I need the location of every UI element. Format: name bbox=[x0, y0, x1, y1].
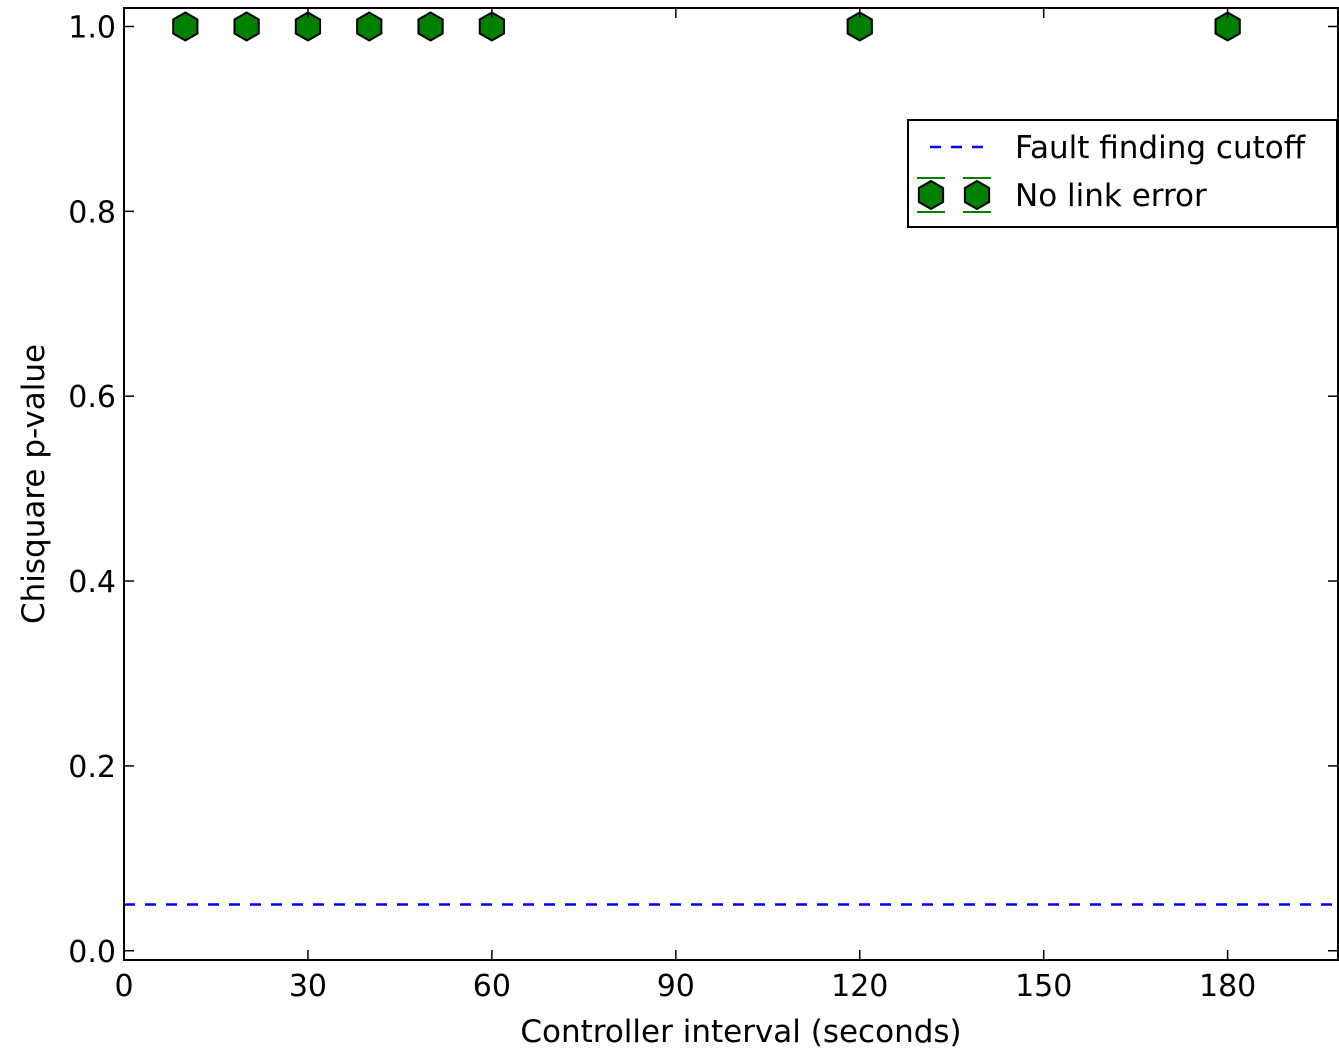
y-axis-label: Chisquare p-value bbox=[16, 344, 52, 624]
y-tick-label: 0.2 bbox=[68, 750, 116, 785]
data-point bbox=[294, 11, 322, 42]
legend-cutoff-label: Fault finding cutoff bbox=[1015, 130, 1306, 166]
data-point bbox=[233, 11, 260, 42]
data-point bbox=[356, 11, 383, 42]
legend-frame bbox=[907, 119, 1338, 228]
data-point bbox=[417, 11, 444, 42]
data-point bbox=[478, 11, 505, 42]
data-point bbox=[172, 11, 199, 42]
x-tick-label: 60 bbox=[473, 969, 511, 1004]
x-tick-label: 180 bbox=[1199, 969, 1256, 1004]
legend-hexagon-marker bbox=[917, 179, 945, 211]
y-axis-ticks: 0.0 0.2 0.4 0.6 0.8 1.0 bbox=[68, 10, 1338, 970]
data-point bbox=[1214, 11, 1241, 42]
y-tick-label: 0.6 bbox=[68, 380, 116, 415]
x-tick-label: 0 bbox=[114, 969, 133, 1004]
x-tick-label: 150 bbox=[1015, 969, 1072, 1004]
data-points bbox=[172, 11, 1241, 42]
y-tick-label: 0.8 bbox=[68, 195, 116, 230]
x-axis-ticks: 0 30 60 90 120 150 180 bbox=[114, 8, 1256, 1004]
legend-hexagon-marker bbox=[963, 179, 991, 211]
x-tick-label: 90 bbox=[657, 969, 695, 1004]
y-tick-label: 0.4 bbox=[68, 565, 116, 600]
x-tick-label: 30 bbox=[289, 969, 327, 1004]
x-tick-label: 120 bbox=[831, 969, 888, 1004]
data-point bbox=[846, 11, 873, 42]
x-axis-label: Controller interval (seconds) bbox=[520, 1014, 961, 1048]
plot-frame bbox=[123, 7, 1339, 961]
legend-series-label: No link error bbox=[1015, 178, 1207, 214]
legend-series-swatch bbox=[917, 177, 991, 213]
y-tick-label: 0.0 bbox=[68, 935, 116, 970]
legend: Fault finding cutoff No link error bbox=[907, 119, 1338, 228]
y-tick-label: 1.0 bbox=[68, 10, 116, 45]
